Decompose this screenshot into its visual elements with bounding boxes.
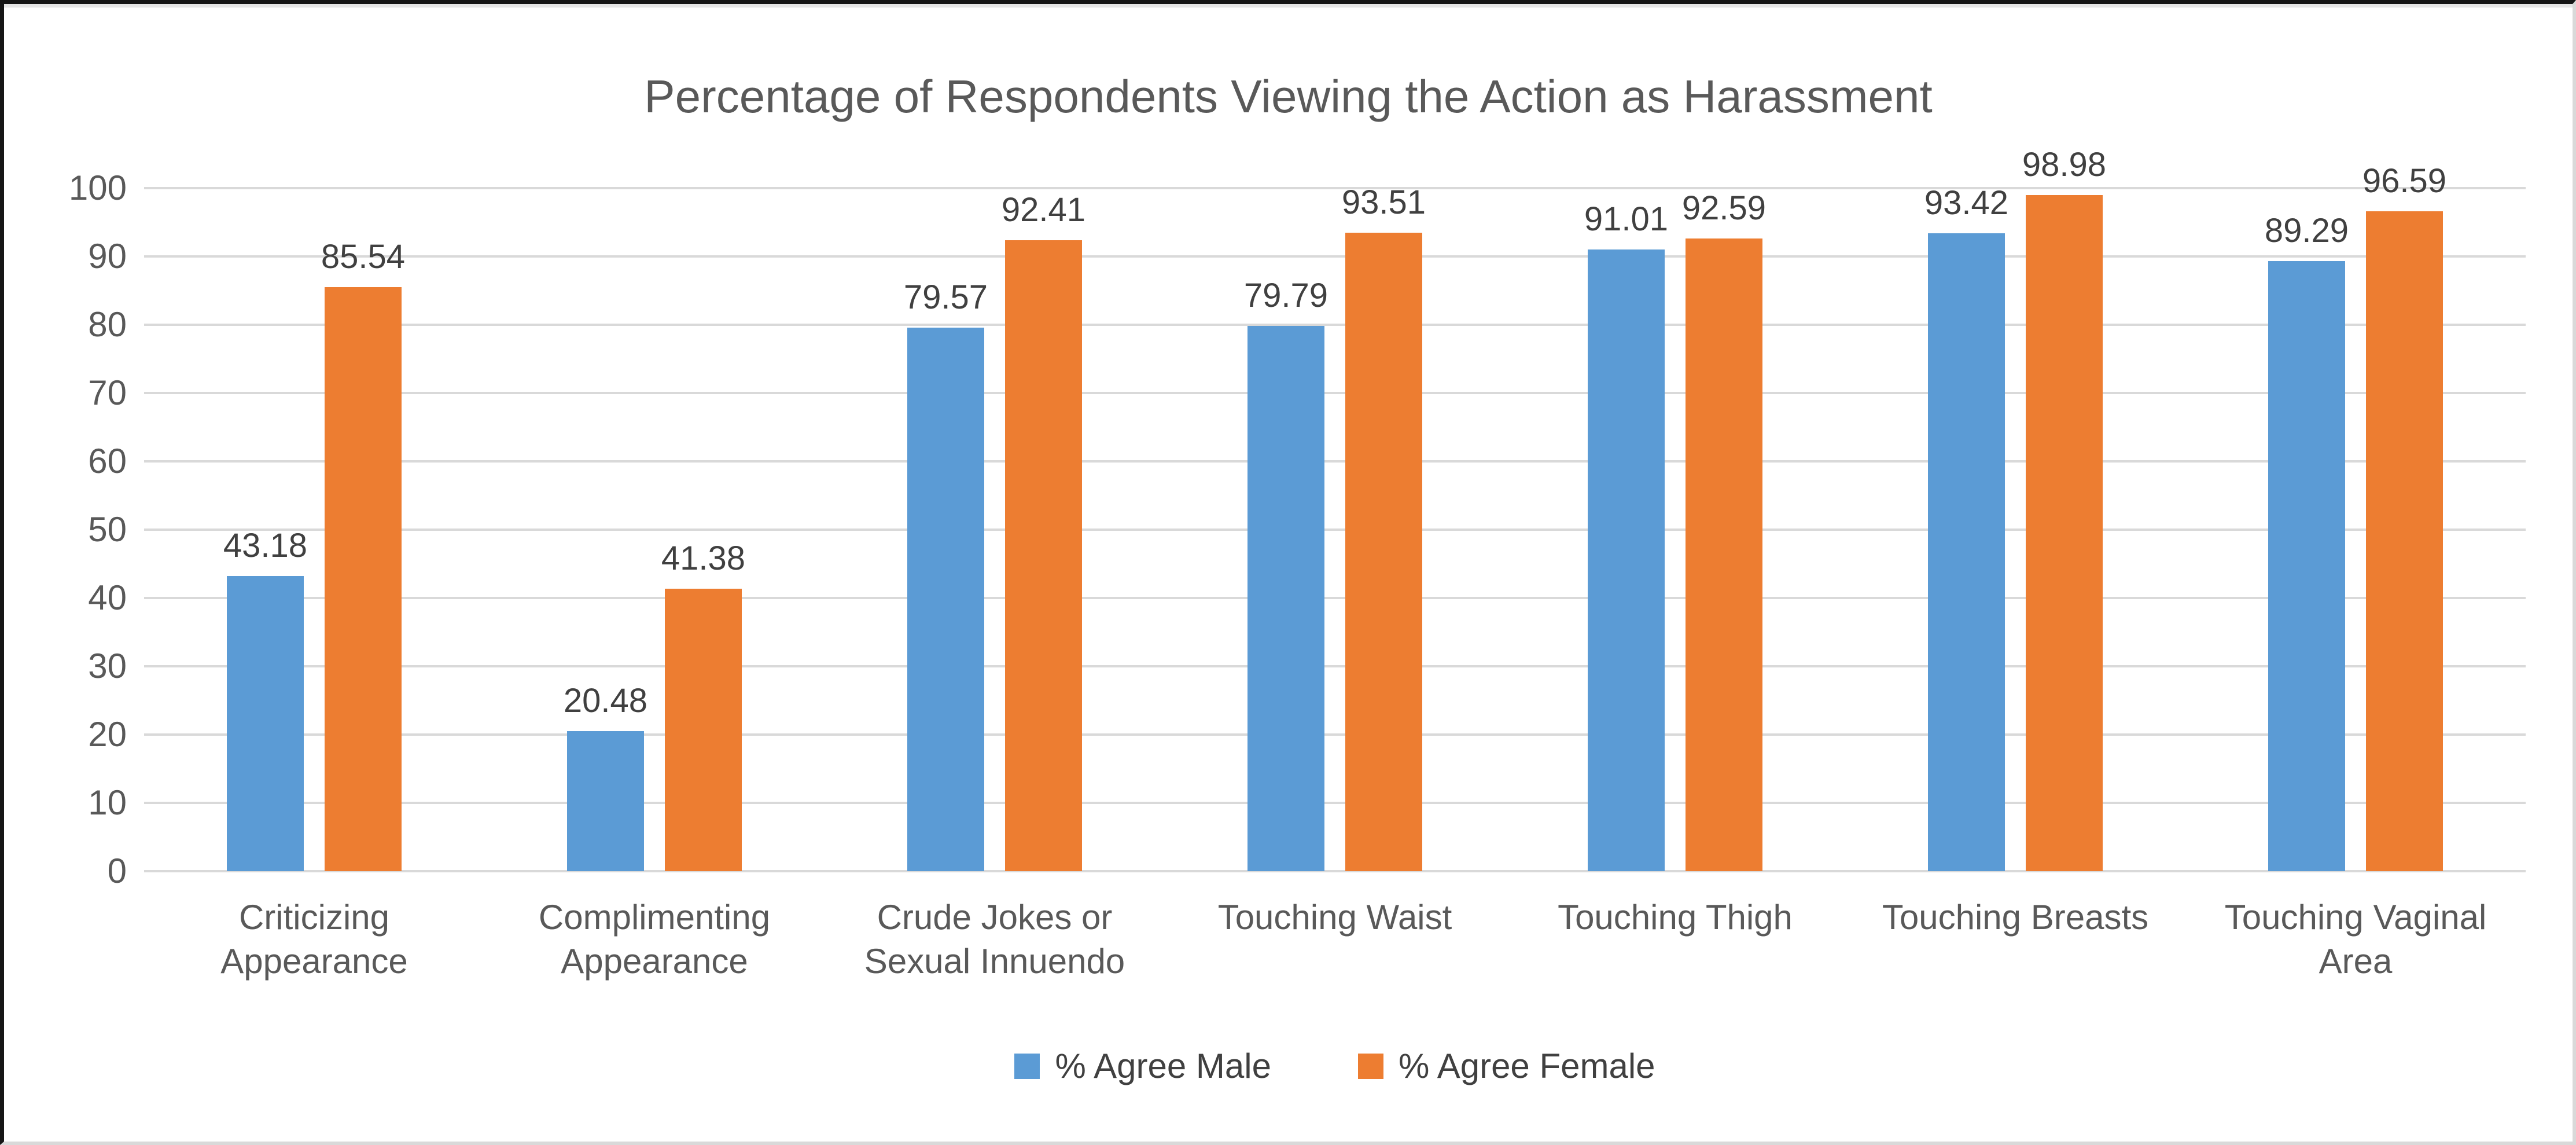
x-axis-label-touching-thigh: Touching Thigh bbox=[1558, 898, 1793, 937]
y-tick-label-100: 100 bbox=[68, 168, 127, 207]
value-label-male-touching-breasts: 93.42 bbox=[1924, 184, 2009, 222]
gridline-0 bbox=[144, 870, 2526, 872]
value-label-male-touching-thigh: 91.01 bbox=[1584, 200, 1669, 238]
value-label-female-touching-thigh: 92.59 bbox=[1681, 189, 1767, 227]
y-tick-label-70: 70 bbox=[88, 373, 127, 412]
legend: % Agree Male % Agree Female bbox=[144, 1046, 2526, 1087]
y-tick-label-10: 10 bbox=[88, 783, 127, 822]
bar-male-touching-waist bbox=[1247, 326, 1324, 871]
gridline-60 bbox=[144, 460, 2526, 463]
x-axis-label-complimenting-appearance: Complimenting Appearance bbox=[538, 898, 771, 981]
value-label-male-touching-vaginal-area: 89.29 bbox=[2264, 212, 2349, 250]
value-label-female-complimenting-appearance: 41.38 bbox=[661, 539, 746, 577]
bar-male-criticizing-appearance bbox=[227, 576, 304, 871]
legend-marker-male bbox=[1014, 1054, 1040, 1079]
bar-male-touching-vaginal-area bbox=[2268, 261, 2345, 871]
value-label-female-touching-waist: 93.51 bbox=[1341, 183, 1426, 221]
gridline-90 bbox=[144, 255, 2526, 258]
value-label-male-crude-jokes-or-sexual-innuendo: 79.57 bbox=[903, 278, 988, 317]
legend-label-female: % Agree Female bbox=[1398, 1047, 1655, 1085]
legend-label-male: % Agree Male bbox=[1055, 1047, 1271, 1085]
bar-female-touching-thigh bbox=[1686, 238, 1762, 871]
gridline-70 bbox=[144, 392, 2526, 394]
y-tick-label-20: 20 bbox=[88, 715, 127, 754]
value-label-female-touching-vaginal-area: 96.59 bbox=[2362, 162, 2447, 200]
y-tick-label-80: 80 bbox=[88, 305, 127, 344]
value-label-female-criticizing-appearance: 85.54 bbox=[321, 237, 406, 276]
legend-item-male: % Agree Male bbox=[1014, 1046, 1271, 1087]
legend-item-female: % Agree Female bbox=[1357, 1046, 1655, 1087]
bar-male-crude-jokes-or-sexual-innuendo bbox=[907, 328, 984, 871]
gridline-30 bbox=[144, 665, 2526, 667]
bar-female-touching-breasts bbox=[2026, 195, 2103, 871]
gridline-40 bbox=[144, 597, 2526, 599]
bar-male-touching-breasts bbox=[1928, 233, 2005, 871]
x-axis-label-crude-jokes-or-sexual-innuendo: Crude Jokes or Sexual Innuendo bbox=[864, 898, 1125, 981]
bar-male-touching-thigh bbox=[1588, 249, 1665, 871]
y-tick-label-50: 50 bbox=[88, 510, 127, 549]
x-axis-label-touching-vaginal-area: Touching Vaginal Area bbox=[2224, 898, 2487, 981]
gridline-20 bbox=[144, 733, 2526, 736]
y-tick-label-0: 0 bbox=[107, 852, 127, 890]
gridline-100 bbox=[144, 187, 2526, 189]
y-tick-label-30: 30 bbox=[88, 647, 127, 685]
gridline-80 bbox=[144, 324, 2526, 326]
bar-female-crude-jokes-or-sexual-innuendo bbox=[1005, 240, 1082, 871]
legend-marker-female bbox=[1357, 1054, 1383, 1079]
value-label-male-touching-waist: 79.79 bbox=[1243, 277, 1329, 315]
x-axis-label-touching-waist: Touching Waist bbox=[1217, 898, 1452, 937]
plot-area: 0 10 20 30 40 50 60 70 80 90 100 43.18 20.48 79.57 79.… bbox=[4, 4, 2573, 1142]
x-axis-label-criticizing-appearance: Criticizing Appearance bbox=[220, 898, 408, 981]
y-tick-label-40: 40 bbox=[88, 578, 127, 617]
gridline-10 bbox=[144, 802, 2526, 804]
value-label-male-criticizing-appearance: 43.18 bbox=[223, 527, 308, 565]
y-tick-label-60: 60 bbox=[88, 442, 127, 480]
chart-title: Percentage of Respondents Viewing the Ac… bbox=[644, 71, 1933, 122]
gridline-50 bbox=[144, 529, 2526, 531]
value-label-female-touching-breasts: 98.98 bbox=[2022, 146, 2107, 184]
bar-male-complimenting-appearance bbox=[567, 731, 644, 871]
value-label-female-crude-jokes-or-sexual-innuendo: 92.41 bbox=[1001, 190, 1086, 229]
bar-female-criticizing-appearance bbox=[325, 287, 402, 871]
x-axis-label-touching-breasts: Touching Breasts bbox=[1882, 898, 2149, 937]
bar-female-touching-vaginal-area bbox=[2366, 211, 2443, 871]
y-tick-label-90: 90 bbox=[88, 237, 127, 276]
bar-female-touching-waist bbox=[1345, 232, 1422, 871]
value-label-male-complimenting-appearance: 20.48 bbox=[563, 682, 648, 720]
bar-female-complimenting-appearance bbox=[665, 588, 742, 871]
